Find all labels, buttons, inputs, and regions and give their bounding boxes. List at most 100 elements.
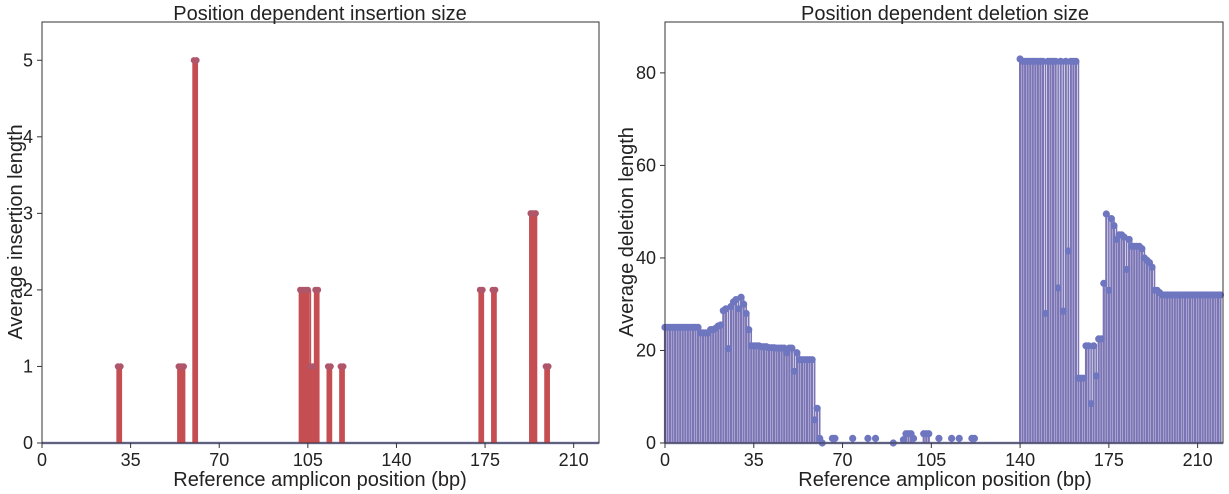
deletion-marker bbox=[793, 349, 801, 357]
deletion-marker bbox=[849, 434, 857, 442]
insertion-marker bbox=[479, 286, 486, 294]
deletion-marker bbox=[737, 293, 745, 301]
deletion-marker bbox=[788, 344, 796, 352]
deletion-marker bbox=[813, 404, 821, 412]
insertion-marker bbox=[193, 57, 200, 64]
deletion-marker bbox=[1087, 400, 1095, 408]
insertion-x-axis-label: Reference amplicon position (bp) bbox=[173, 469, 467, 491]
deletion-marker bbox=[955, 434, 963, 442]
insertion-y-tick-label: 0 bbox=[23, 433, 33, 453]
deletion-marker bbox=[1123, 265, 1131, 274]
deletion-y-ticks: 0 20 40 60 80 bbox=[636, 63, 665, 453]
insertion-x-ticks: 0 35 70 105 140 175 210 bbox=[37, 443, 589, 470]
deletion-marker bbox=[1110, 221, 1118, 230]
insertion-y-tick-label: 2 bbox=[23, 280, 33, 300]
insertion-y-tick-label: 5 bbox=[23, 50, 33, 70]
deletion-marker bbox=[1064, 247, 1072, 255]
deletion-marker bbox=[1062, 57, 1070, 65]
deletion-y-tick-label: 60 bbox=[636, 155, 656, 175]
deletion-marker bbox=[790, 367, 798, 375]
deletion-x-tick-label: 140 bbox=[1005, 450, 1035, 470]
deletion-chart-title: Position dependent deletion size bbox=[801, 3, 1089, 25]
deletion-marker bbox=[694, 323, 702, 331]
deletion-marker bbox=[871, 434, 880, 442]
deletion-marker bbox=[1107, 215, 1115, 223]
deletion-marker bbox=[1084, 342, 1093, 350]
deletion-marker bbox=[1054, 284, 1062, 292]
deletion-x-axis-label: Reference amplicon position (bp) bbox=[798, 469, 1092, 491]
insertion-marker bbox=[180, 363, 187, 370]
deletion-marker bbox=[831, 434, 839, 442]
deletion-marker bbox=[864, 434, 872, 442]
deletion-x-tick-label: 105 bbox=[916, 450, 946, 470]
deletion-x-tick-label: 70 bbox=[833, 450, 853, 470]
deletion-marker bbox=[811, 416, 819, 424]
insertion-x-tick-label: 105 bbox=[293, 450, 323, 470]
insertion-marker bbox=[304, 286, 312, 294]
deletion-marker bbox=[948, 434, 956, 442]
deletion-marker bbox=[925, 430, 933, 438]
deletion-marker bbox=[970, 434, 979, 442]
deletion-marker bbox=[899, 436, 908, 444]
insertion-x-tick-label: 210 bbox=[559, 450, 589, 470]
insertion-y-ticks: 0 1 2 3 4 5 bbox=[23, 50, 42, 453]
deletion-marker bbox=[1090, 342, 1098, 350]
insertion-marker bbox=[491, 286, 499, 294]
insertion-marker bbox=[309, 363, 317, 370]
insertion-chart-title: Position dependent insertion size bbox=[173, 3, 467, 25]
deletion-y-tick-label: 20 bbox=[636, 340, 656, 360]
insertion-marker bbox=[314, 286, 322, 294]
insertion-y-tick-label: 1 bbox=[23, 356, 33, 376]
deletion-marker bbox=[1059, 307, 1067, 315]
insertion-marker bbox=[340, 363, 347, 370]
insertion-x-tick-label: 175 bbox=[470, 450, 500, 470]
deletion-marker bbox=[1100, 279, 1108, 287]
deletion-x-tick-label: 35 bbox=[744, 450, 764, 470]
deletion-y-tick-label: 80 bbox=[636, 63, 656, 83]
deletion-marker bbox=[1072, 57, 1080, 65]
deletion-marker bbox=[1102, 210, 1110, 218]
deletion-marker bbox=[1105, 286, 1113, 294]
deletion-marker bbox=[935, 434, 943, 442]
deletion-marker bbox=[1041, 309, 1050, 318]
insertion-size-panel: Position dependent insertion size 0 1 2 3 4 5… bbox=[5, 3, 600, 491]
insertion-y-tick-label: 4 bbox=[23, 127, 33, 147]
deletion-marker bbox=[1138, 245, 1146, 253]
deletion-marks bbox=[661, 55, 1225, 447]
deletion-marker bbox=[1125, 235, 1133, 244]
deletion-x-ticks: 0 35 70 105 140 175 210 bbox=[660, 443, 1213, 470]
insertion-marker bbox=[327, 363, 334, 370]
deletion-y-axis-label: Average deletion length bbox=[616, 127, 638, 337]
insertion-x-tick-label: 70 bbox=[209, 450, 229, 470]
deletion-marker bbox=[745, 326, 753, 334]
deletion-marker bbox=[717, 321, 725, 329]
deletion-marker bbox=[1092, 372, 1100, 380]
deletion-marker bbox=[1079, 374, 1088, 382]
deletion-marker bbox=[909, 434, 918, 442]
deletion-marker bbox=[1148, 263, 1156, 271]
insertion-marker bbox=[117, 363, 124, 370]
deletion-marker bbox=[740, 300, 748, 308]
deletion-size-panel: Position dependent deletion size 0 20 40 60… bbox=[616, 3, 1225, 491]
insertion-y-tick-label: 3 bbox=[23, 203, 33, 223]
deletion-marker bbox=[808, 356, 816, 364]
insertion-x-tick-label: 0 bbox=[37, 450, 47, 470]
insertion-y-axis-label: Average insertion length bbox=[5, 124, 27, 339]
deletion-marker bbox=[1216, 291, 1225, 299]
insertion-plot-frame bbox=[41, 21, 600, 444]
insertion-x-tick-label: 140 bbox=[381, 450, 411, 470]
deletion-y-tick-label: 40 bbox=[636, 248, 656, 268]
deletion-marker bbox=[1057, 57, 1065, 65]
deletion-x-tick-label: 0 bbox=[660, 450, 670, 470]
deletion-marker bbox=[1052, 57, 1060, 65]
deletion-marker bbox=[724, 345, 733, 353]
deletion-x-tick-label: 175 bbox=[1094, 450, 1124, 470]
deletion-marker bbox=[734, 305, 743, 313]
deletion-marker bbox=[1097, 335, 1105, 343]
deletion-y-tick-label: 0 bbox=[646, 433, 656, 453]
insertion-x-tick-label: 35 bbox=[121, 450, 141, 470]
insertion-marker bbox=[545, 363, 552, 370]
deletion-marker bbox=[1039, 57, 1047, 65]
deletion-marker bbox=[742, 309, 750, 318]
